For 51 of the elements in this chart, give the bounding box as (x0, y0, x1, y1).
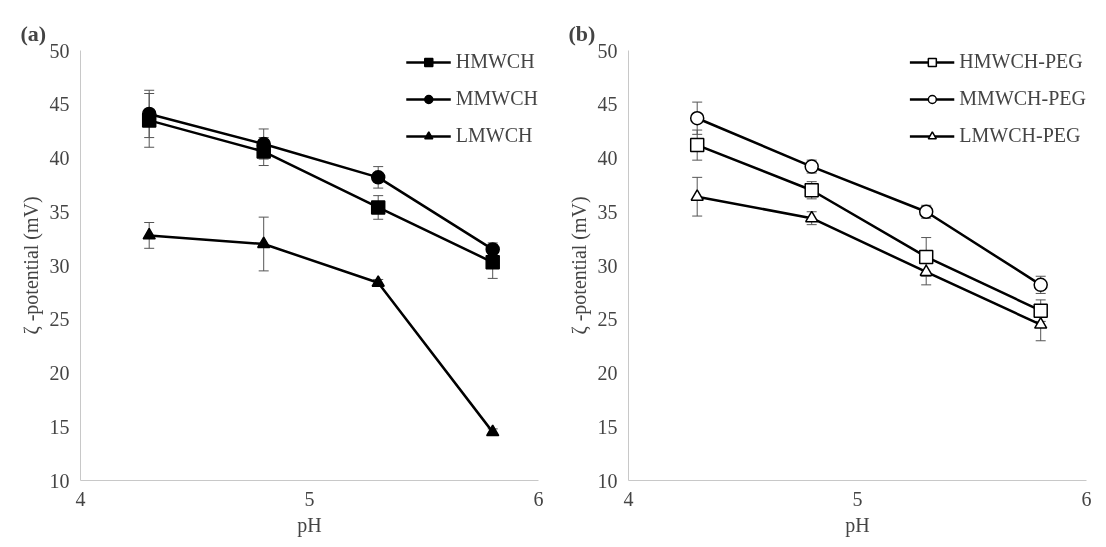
y-tick-label: 30 (49, 254, 70, 277)
chart-title: (a) (20, 20, 47, 46)
y-tick-label: 30 (597, 254, 618, 277)
y-tick-label: 10 (49, 469, 70, 492)
point (919, 264, 933, 277)
point (689, 110, 705, 126)
y-tick-label: 20 (597, 362, 618, 384)
y-tick-label: 35 (597, 200, 618, 223)
point (256, 236, 271, 249)
point (1033, 316, 1048, 329)
x-tick-label: 5 (304, 487, 315, 510)
y-tick-label: 50 (49, 39, 70, 62)
legend-label: HMWCH (455, 50, 535, 73)
y-axis-title: ζ -potential (mV) (567, 196, 591, 335)
legend-label: LMWCH-PEG (959, 124, 1081, 147)
legend-label: HMWCH-PEG (959, 50, 1083, 73)
y-axis-title: ζ -potential (mV) (19, 196, 43, 335)
y-tick-label: 20 (49, 362, 70, 384)
chart-title: (b) (568, 20, 596, 46)
x-axis-title: pH (845, 513, 870, 537)
x-tick-label: 6 (1081, 487, 1092, 510)
x-tick-label: 5 (852, 487, 863, 510)
legend-label: MMWCH (455, 87, 538, 110)
point (485, 242, 500, 257)
point (689, 137, 705, 153)
legend-label: LMWCH (455, 124, 533, 147)
y-tick-label: 50 (597, 39, 618, 62)
point (371, 275, 385, 287)
x-axis-title: pH (297, 513, 322, 537)
y-tick-label: 45 (597, 93, 618, 116)
x-tick-label: 4 (75, 487, 86, 510)
y-tick-label: 15 (597, 415, 618, 438)
y-tick-label: 25 (597, 308, 618, 331)
point (370, 200, 386, 215)
point (1033, 303, 1048, 318)
y-tick-label: 40 (597, 147, 618, 169)
x-tick-label: 4 (623, 487, 634, 510)
y-tick-label: 10 (597, 469, 618, 492)
point (485, 424, 500, 437)
y-tick-label: 45 (49, 93, 70, 116)
y-tick-label: 15 (49, 415, 70, 438)
point (142, 227, 156, 240)
y-tick-label: 25 (49, 308, 70, 331)
point (918, 249, 934, 265)
point (370, 170, 386, 185)
x-tick-label: 6 (533, 487, 544, 510)
point (690, 189, 704, 201)
point (485, 255, 500, 270)
y-tick-label: 40 (49, 147, 70, 169)
legend-label: MMWCH-PEG (959, 87, 1086, 110)
y-tick-label: 35 (49, 200, 70, 223)
